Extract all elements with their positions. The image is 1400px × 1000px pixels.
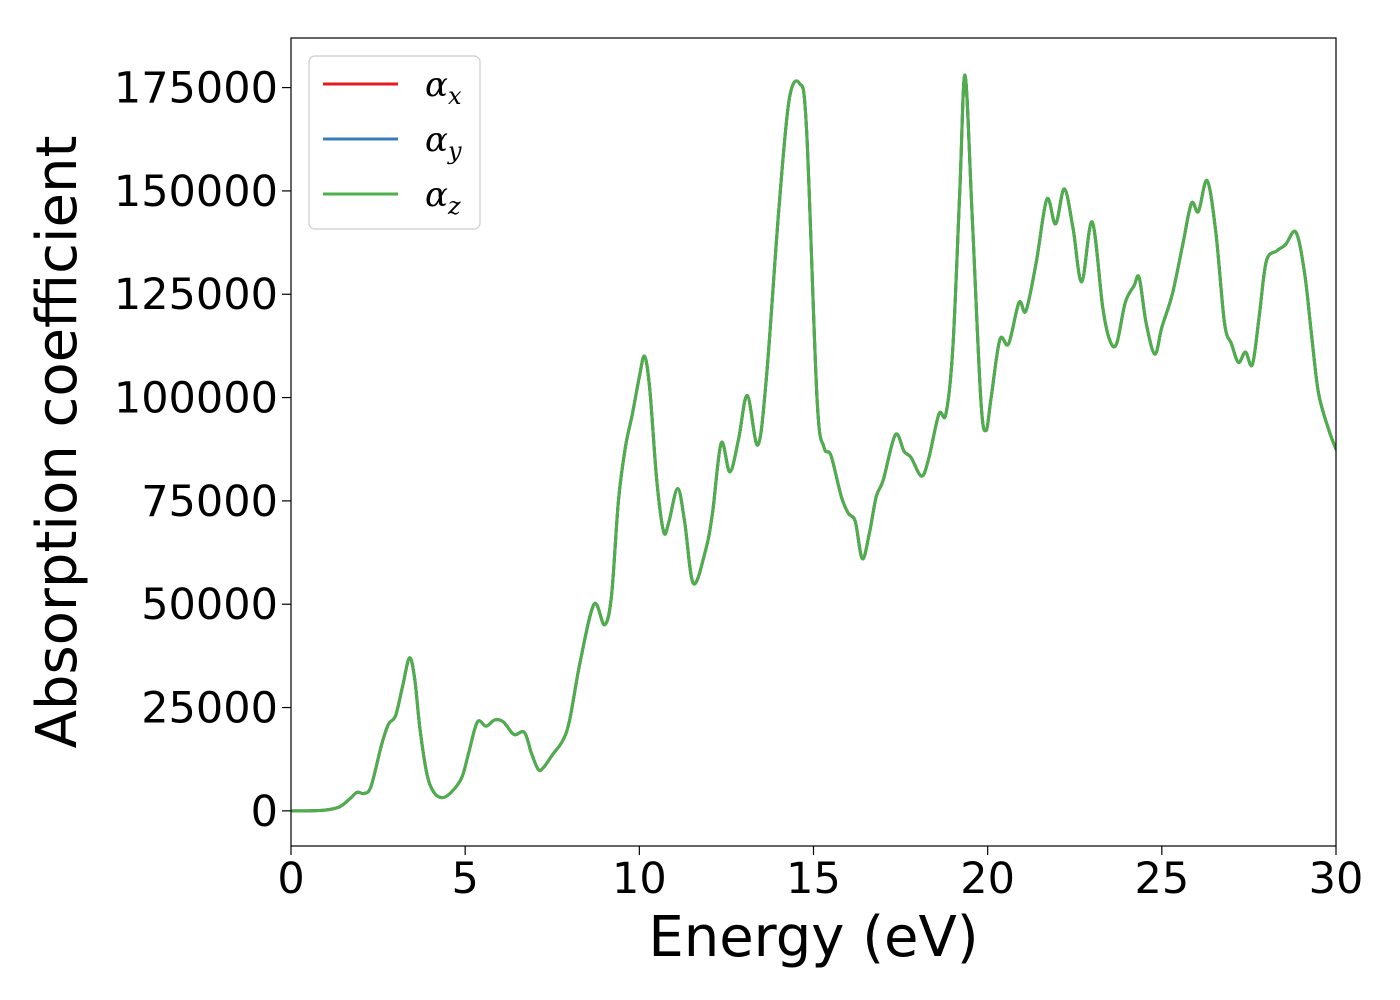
- x-tick-label: 10: [612, 854, 667, 904]
- y-axis-title: Absorption coefficient: [25, 136, 90, 749]
- y-tick-label: 125000: [114, 270, 278, 320]
- y-tick-label: 0: [251, 787, 278, 837]
- series-line-z: [291, 73, 1336, 813]
- legend-box: [308, 55, 481, 230]
- x-axis: 0 5 10 15 20 25 30: [277, 846, 1363, 904]
- y-tick-label: 50000: [141, 580, 278, 630]
- x-axis-title: Energy (eV): [648, 905, 978, 970]
- x-tick-label: 0: [277, 854, 304, 904]
- x-tick-label: 15: [786, 854, 841, 904]
- series-layer: [291, 73, 1336, 813]
- y-axis: 0 25000 50000 75000 100000 125000 150000 175000: [114, 64, 291, 837]
- y-tick-label: 100000: [114, 374, 278, 424]
- y-tick-label: 150000: [114, 167, 278, 217]
- x-tick-label: 25: [1134, 854, 1189, 904]
- legend-label-y: αy: [425, 120, 462, 165]
- x-tick-label: 20: [960, 854, 1015, 904]
- y-tick-label: 75000: [141, 477, 278, 527]
- y-tick-label: 25000: [141, 684, 278, 734]
- y-tick-label: 175000: [114, 64, 278, 114]
- x-tick-label: 5: [451, 854, 478, 904]
- x-tick-label: 30: [1309, 854, 1364, 904]
